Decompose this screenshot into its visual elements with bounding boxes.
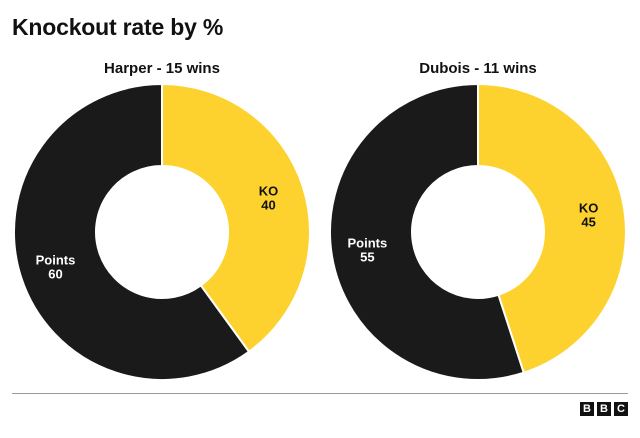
donut-chart-dubois: KO 45 Points 55 [329, 82, 627, 381]
slice-value-ko-harper: 40 [261, 197, 275, 212]
slice-name-ko-dubois: KO [579, 200, 599, 215]
slice-points-dubois [329, 82, 525, 381]
bbc-logo-letter: B [580, 402, 594, 416]
slice-label-points-harper: Points 60 [36, 253, 76, 282]
donut-title-dubois: Dubois - 11 wins [419, 60, 537, 77]
footer-divider [12, 393, 628, 394]
bbc-logo-letter: C [614, 402, 628, 416]
slice-name-points-dubois: Points [348, 236, 388, 251]
slice-points-harper [13, 82, 251, 381]
donut-title-harper: Harper - 15 wins [104, 60, 220, 77]
bbc-logo-letter: B [597, 402, 611, 416]
slice-value-ko-dubois: 45 [581, 214, 595, 229]
chart-title: Knockout rate by % [12, 14, 224, 40]
slice-ko-dubois [477, 82, 627, 375]
slice-ko-harper [161, 82, 311, 354]
slice-name-ko-harper: KO [259, 183, 279, 198]
slice-label-ko-harper: KO 40 [259, 183, 279, 212]
slice-label-ko-dubois: KO 45 [579, 200, 599, 229]
slice-value-points-dubois: 55 [360, 250, 374, 265]
donut-chart-harper: KO 40 Points 60 [13, 82, 311, 381]
slice-label-points-dubois: Points 55 [348, 236, 388, 265]
bbc-logo: B B C [580, 402, 628, 416]
slice-value-points-harper: 60 [48, 267, 62, 282]
slice-name-points-harper: Points [36, 253, 76, 268]
